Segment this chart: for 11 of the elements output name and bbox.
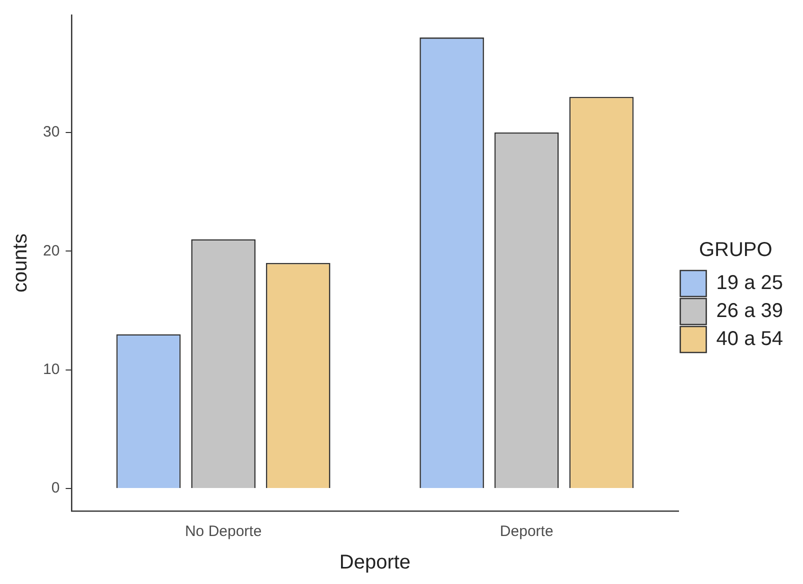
x-axis-title: Deporte	[339, 552, 411, 574]
y-axis-title: counts	[10, 234, 32, 292]
y-tick-label: 0	[51, 480, 60, 497]
legend-label: 26 a 39	[716, 300, 784, 322]
y-tick-label: 30	[42, 124, 60, 141]
legend-title: GRUPO	[698, 239, 772, 262]
y-tick-label: 20	[42, 242, 60, 260]
y-tick-label: 10	[42, 360, 60, 378]
legend-label: 40 a 54	[716, 328, 784, 350]
x-tick-label: No Deporte	[184, 523, 262, 540]
legend-label: 19 a 25	[716, 272, 784, 294]
